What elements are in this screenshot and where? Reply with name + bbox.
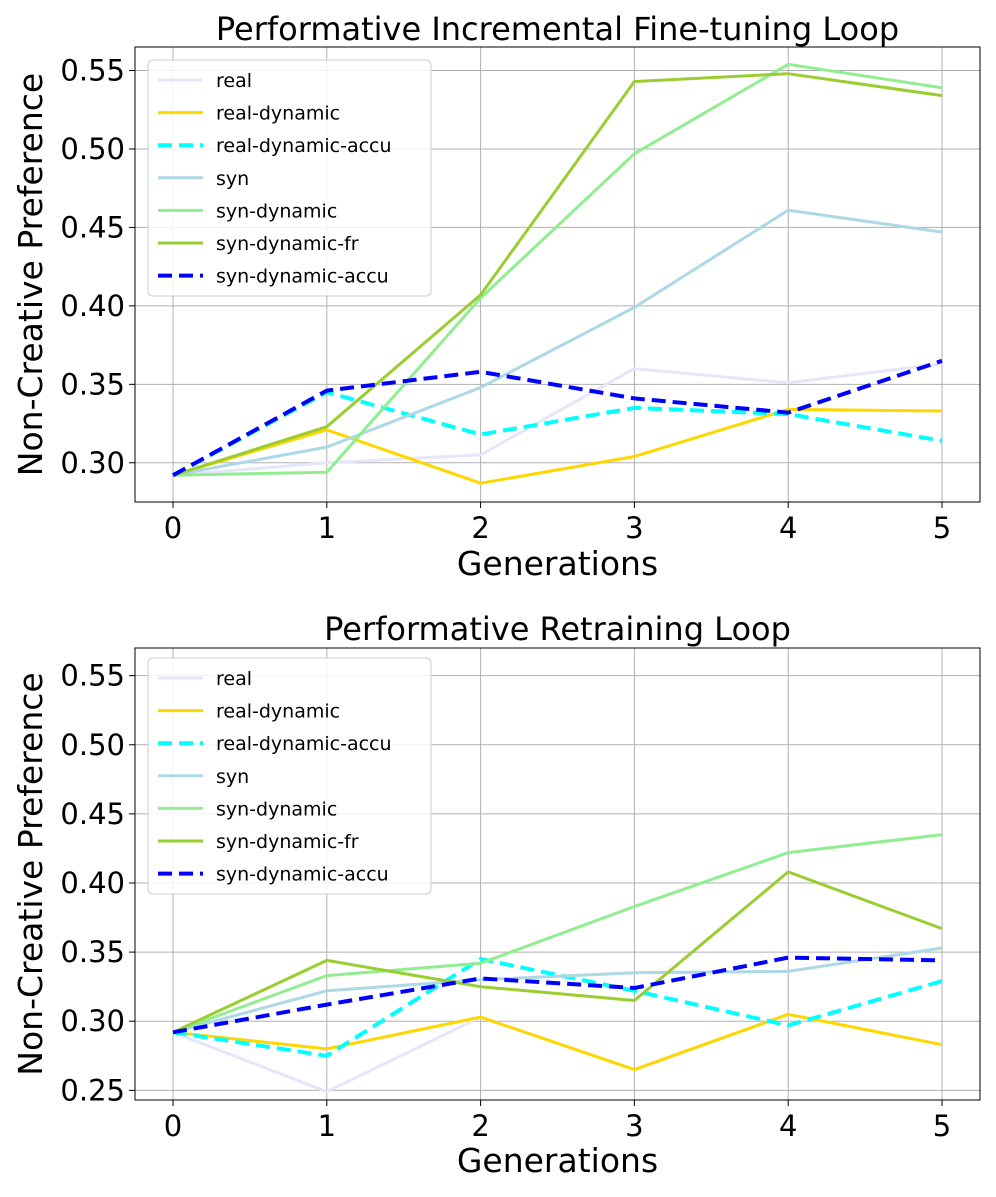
x-tick-label: 1 — [318, 511, 336, 545]
y-tick-label: 0.40 — [60, 866, 125, 900]
y-tick-label: 0.45 — [60, 797, 125, 831]
legend-label-syn: syn — [216, 168, 249, 190]
y-axis-label: Non-Creative Preference — [11, 73, 50, 476]
legend-label-syn-dynamic-fr: syn-dynamic-fr — [216, 233, 359, 255]
y-tick-label: 0.40 — [60, 289, 125, 323]
series-line-syn-dynamic — [172, 62, 943, 477]
y-axis-label: Non-Creative Preference — [11, 672, 50, 1075]
y-tick-label: 0.55 — [60, 54, 125, 88]
legend-label-syn-dynamic-accu: syn-dynamic-accu — [216, 864, 389, 886]
x-axis-label: Generations — [457, 1141, 658, 1180]
series-line-syn-dynamic-accu — [172, 955, 943, 1035]
legend: real real-dynamic real-dynamic-accu syn syn-… — [147, 657, 432, 895]
y-tick-label: 0.45 — [60, 210, 125, 244]
x-tick-label: 2 — [471, 1109, 489, 1143]
legend-label-syn-dynamic: syn-dynamic — [216, 200, 337, 222]
series-line-real-dynamic-accu — [172, 957, 943, 1058]
series-line-real — [172, 1012, 943, 1094]
x-tick-label: 4 — [779, 511, 797, 545]
series-line-syn-dynamic-fr — [172, 72, 943, 477]
legend-box — [147, 657, 432, 895]
x-tick-label: 0 — [164, 1109, 182, 1143]
plot-frame — [134, 647, 981, 1101]
y-tick-label: 0.35 — [60, 935, 125, 969]
plot-frame — [134, 46, 981, 503]
legend: real real-dynamic real-dynamic-accu syn syn-… — [147, 59, 432, 297]
y-tick-label: 0.35 — [60, 367, 125, 401]
series-line-real-dynamic-accu — [172, 390, 943, 478]
series-line-syn-dynamic — [172, 833, 943, 1034]
series-line-syn — [172, 946, 943, 1034]
x-tick-label: 5 — [933, 511, 951, 545]
y-tick-label: 0.55 — [60, 659, 125, 693]
x-tick-label: 1 — [318, 1109, 336, 1143]
legend-label-real: real — [216, 70, 252, 92]
legend-label-real-dynamic-accu: real-dynamic-accu — [216, 135, 392, 157]
series-line-syn-dynamic-accu — [172, 358, 943, 478]
x-tick-label: 0 — [164, 511, 182, 545]
series-line-real-dynamic — [172, 407, 943, 485]
chart-panel-1: 0 1 2 3 4 5 0.30 0.35 0.40 0.45 0.50 0.55 Performati… — [11, 10, 981, 583]
legend-label-syn-dynamic-accu: syn-dynamic-accu — [216, 266, 389, 288]
legend-label-real-dynamic: real-dynamic — [216, 103, 340, 125]
legend-label-real-dynamic: real-dynamic — [216, 701, 340, 723]
chart-panel-2: 0 1 2 3 4 5 0.25 0.30 0.35 0.40 0.45 0.50 0.55 Perfor… — [11, 610, 981, 1180]
y-tick-label: 0.50 — [60, 132, 125, 166]
series-line-real — [172, 362, 943, 477]
x-tick-label: 3 — [625, 1109, 643, 1143]
y-tick-label: 0.25 — [60, 1073, 125, 1107]
legend-label-syn-dynamic: syn-dynamic — [216, 798, 337, 820]
legend-label-real: real — [216, 668, 252, 690]
x-tick-label: 3 — [625, 511, 643, 545]
legend-label-syn: syn — [216, 766, 249, 788]
x-tick-label: 5 — [933, 1109, 951, 1143]
y-tick-label: 0.30 — [60, 446, 125, 480]
y-tick-label: 0.30 — [60, 1004, 125, 1038]
series-line-syn-dynamic-fr — [172, 870, 943, 1034]
x-tick-label: 2 — [471, 511, 489, 545]
chart-title: Performative Retraining Loop — [324, 610, 791, 648]
y-tick-label: 0.50 — [60, 728, 125, 762]
chart-title: Performative Incremental Fine-tuning Loo… — [216, 10, 899, 48]
series-line-syn — [172, 208, 943, 477]
legend-box — [147, 59, 432, 297]
x-tick-label: 4 — [779, 1109, 797, 1143]
legend-label-real-dynamic-accu: real-dynamic-accu — [216, 733, 392, 755]
x-axis-label: Generations — [457, 544, 658, 583]
series-line-real-dynamic — [172, 1012, 943, 1072]
legend-label-syn-dynamic-fr: syn-dynamic-fr — [216, 831, 359, 853]
